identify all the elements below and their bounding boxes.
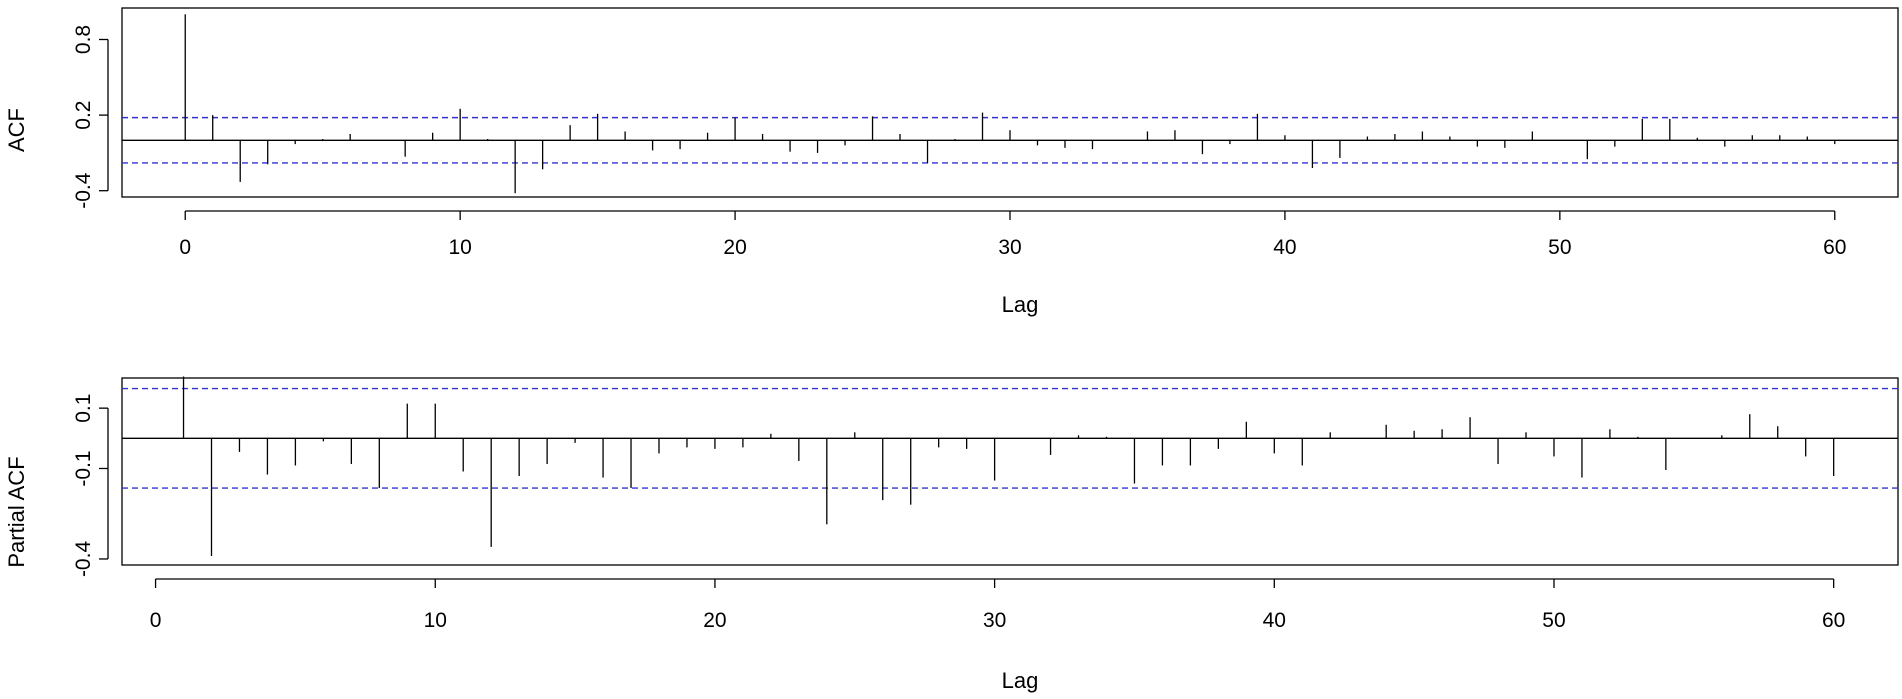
y-tick-label: 0.1 [72,394,95,423]
y-tick-label: 0.8 [72,25,95,54]
y-tick-label: -0.4 [72,172,95,209]
x-axis-title: Lag [1002,292,1039,317]
x-tick-label: 20 [723,236,746,259]
y-axis-title: Partial ACF [4,456,29,567]
acf-panel: 0 10 20 30 40 50 60 -0.4 0.2 0.8 Lag ACF [4,7,1899,317]
x-tick-label: 10 [424,609,447,632]
y-tick-label: -0.4 [72,541,95,578]
x-tick-label: 20 [703,609,726,632]
x-tick-label: 30 [983,609,1006,632]
x-tick-label: 10 [448,236,471,259]
y-axis-title: ACF [4,108,29,152]
x-tick-label: 60 [1822,609,1845,632]
plot-frame [121,7,1899,198]
x-tick-label: 40 [1273,236,1296,259]
x-tick-label: 0 [150,609,162,632]
x-tick-label: 0 [179,236,191,259]
y-tick-label: 0.2 [72,100,95,129]
x-tick-label: 50 [1548,236,1571,259]
x-tick-label: 30 [998,236,1021,259]
y-tick-label: -0.1 [72,450,95,486]
x-axis-title: Lag [1002,668,1039,693]
plot-frame [121,377,1899,566]
x-tick-label: 40 [1263,609,1286,632]
x-tick-label: 50 [1542,609,1565,632]
pacf-panel: 0 10 20 30 40 50 60 -0.4 -0.1 0.1 Lag Partial ACF [4,376,1899,693]
x-tick-label: 60 [1823,236,1846,259]
